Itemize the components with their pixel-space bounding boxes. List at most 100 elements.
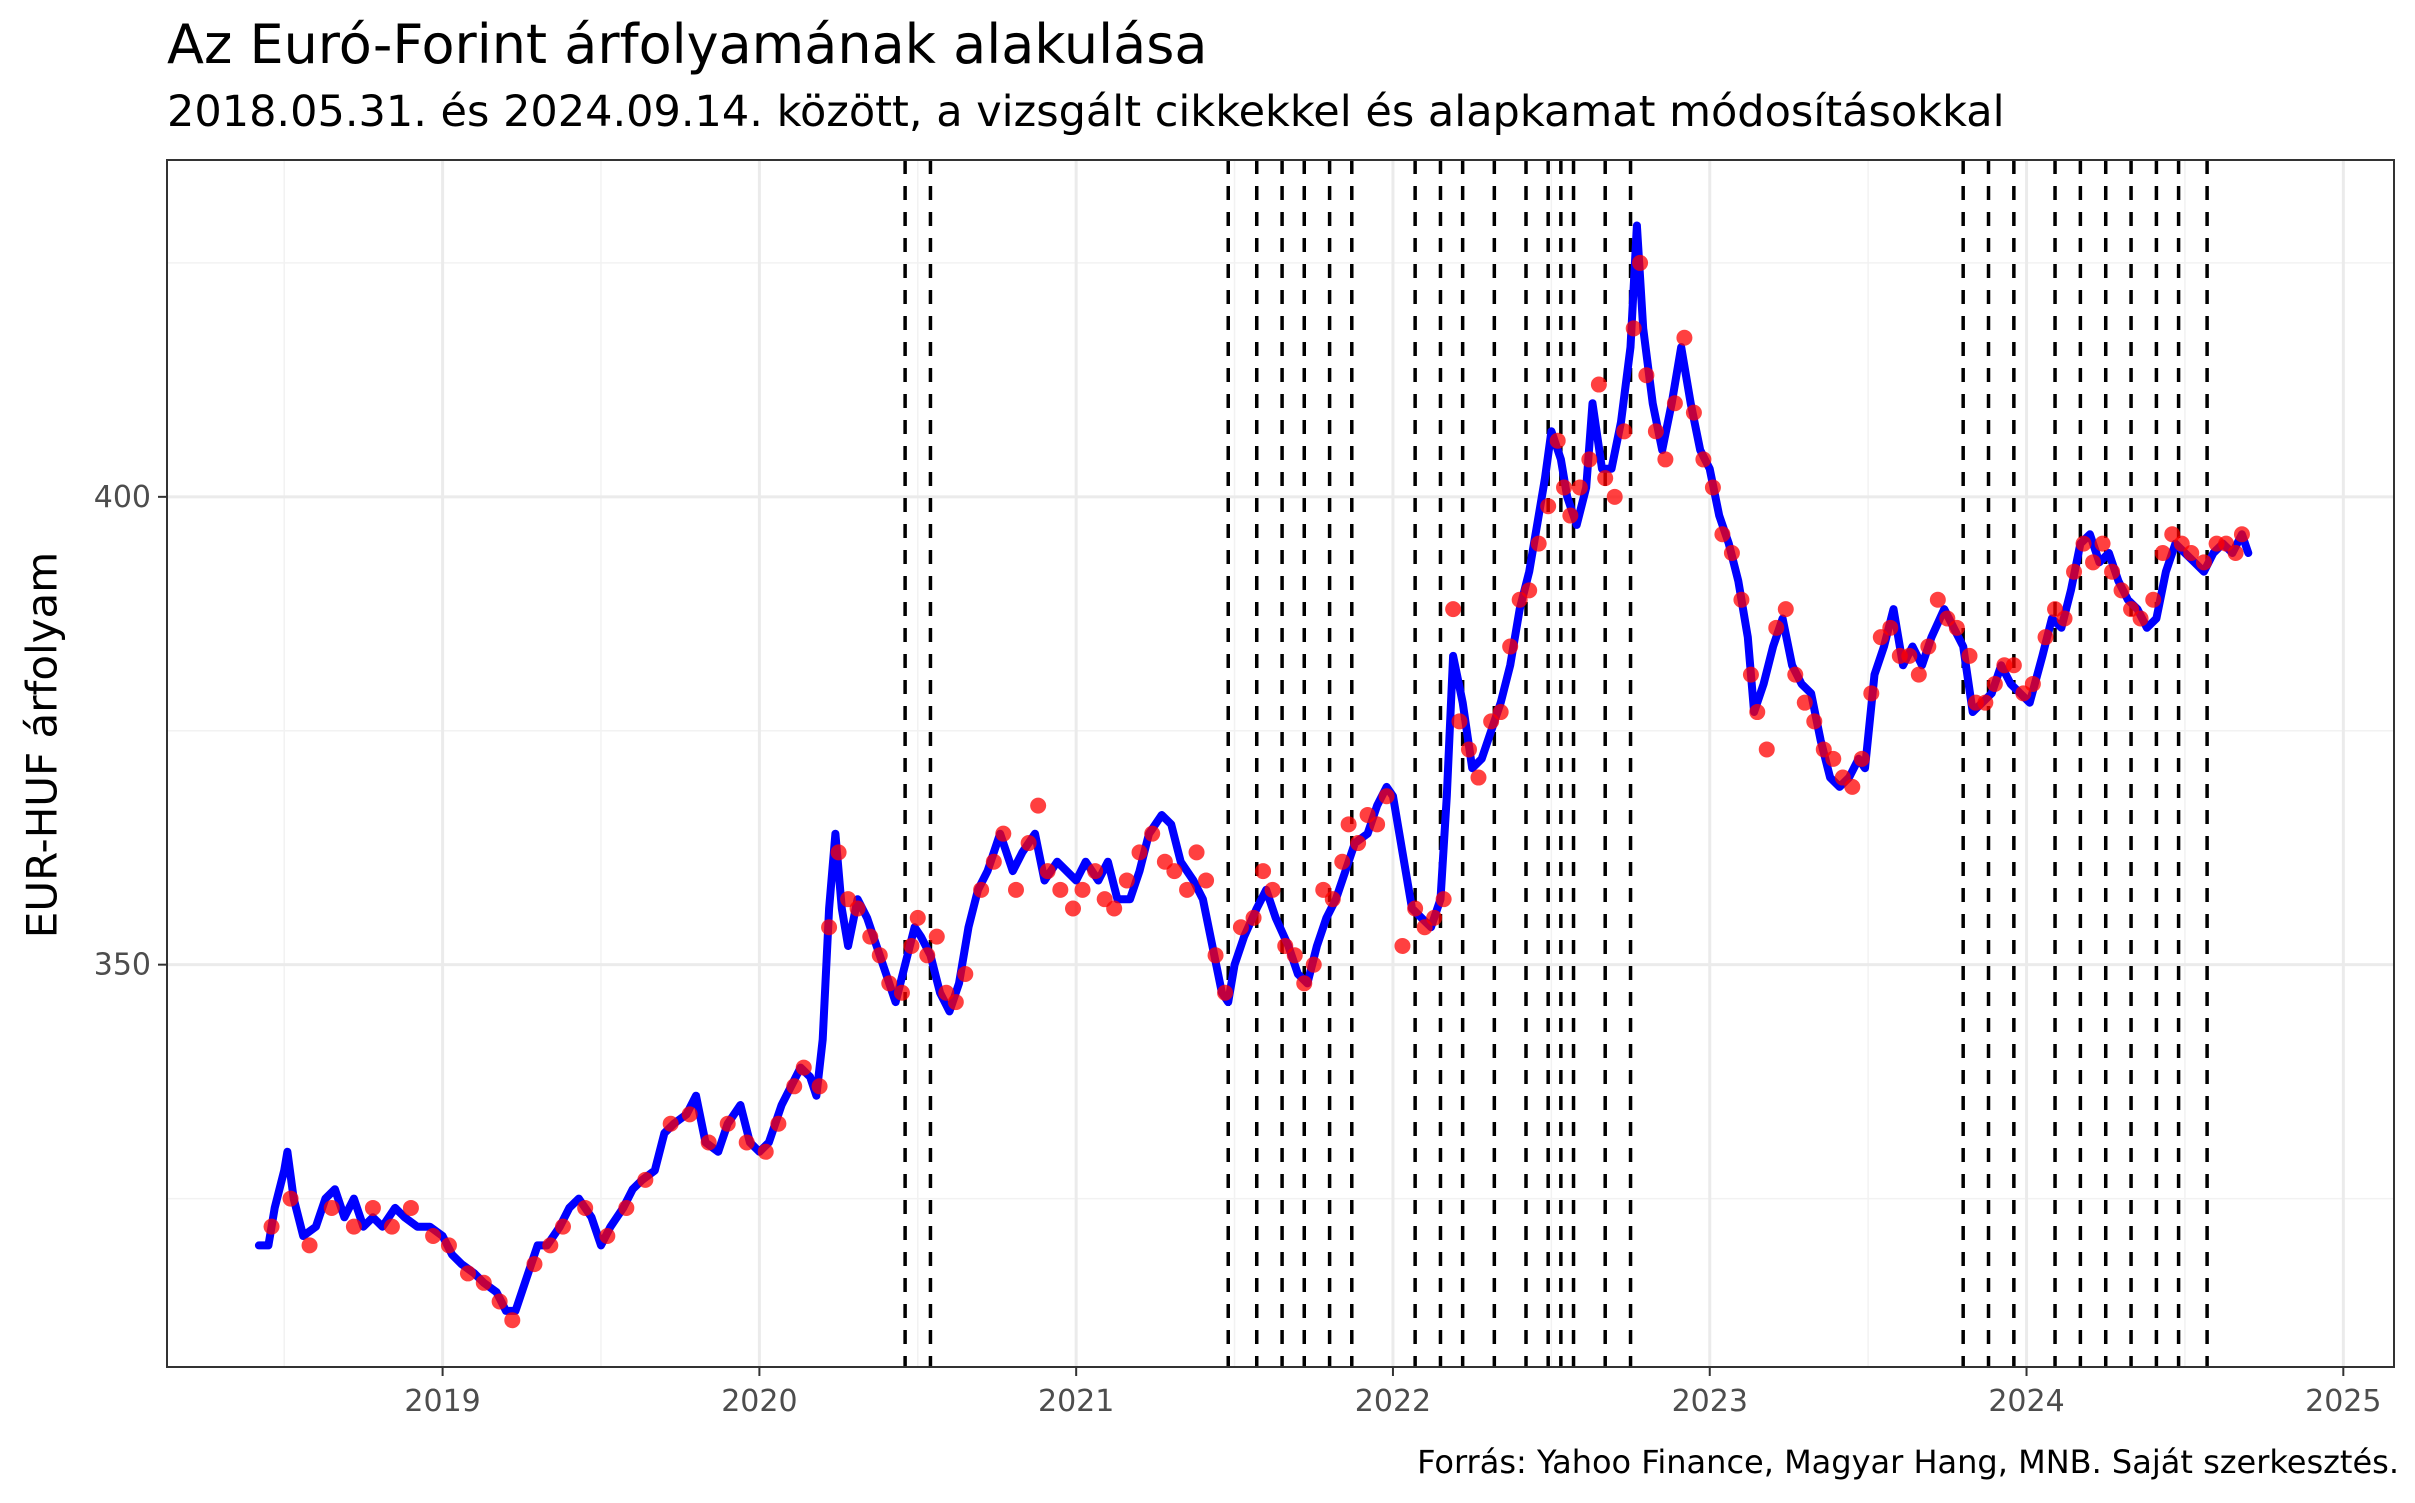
article-point [282,1190,299,1207]
article-point [1590,376,1607,393]
article-point [1350,835,1367,852]
article-point [830,844,847,861]
article-point [1426,909,1443,926]
article-point [2233,526,2250,543]
article-point [662,1115,679,1132]
article-point [1407,900,1424,917]
article-point [681,1106,698,1123]
article-point [1324,891,1341,908]
article-point [1245,909,1262,926]
x-tick-label: 2025 [2305,1384,2381,1419]
axes: 2019 2020 2021 2022 2023 2024 2025 350 400 [94,480,2382,1419]
article-point [821,919,838,936]
article-point [364,1199,381,1216]
article-point [1264,881,1281,898]
article-point [345,1218,362,1235]
article-point [862,928,879,945]
article-point [2056,610,2073,627]
article-point [1378,788,1395,805]
article-point [1556,479,1573,496]
chart-caption: Forrás: Yahoo Finance, Magyar Hang, MNB.… [1417,1443,2399,1481]
article-point [1007,881,1024,898]
article-point [1704,479,1721,496]
grid [167,160,2394,1367]
article-point [700,1134,717,1151]
article-point [459,1265,476,1282]
article-point [1723,544,1740,561]
article-point [719,1115,736,1132]
article-point [871,947,888,964]
article-point [1179,881,1196,898]
y-tick-label: 350 [94,948,151,983]
article-point [637,1171,654,1188]
article-point [795,1059,812,1076]
x-tick-label: 2019 [404,1384,480,1419]
article-point [1733,591,1750,608]
article-point [1685,404,1702,421]
article-point [1502,638,1519,655]
article-point [2195,554,2212,571]
article-point [849,900,866,917]
article-point [1492,704,1509,721]
article-point [1929,591,1946,608]
article-point [1549,432,1566,449]
article-point [1768,619,1785,636]
y-tick-label: 400 [94,480,151,515]
article-point [301,1237,318,1254]
article-point [1647,423,1664,440]
article-point [1052,881,1069,898]
article-point [2075,535,2092,552]
article-point [1198,872,1215,889]
article-point [1844,778,1861,795]
article-point [1451,713,1468,730]
plot-panel-border [166,159,2395,1368]
article-point [1825,750,1842,767]
article-point [957,966,974,983]
article-point [1714,526,1731,543]
article-point [1597,470,1614,487]
article-point [1255,863,1272,880]
article-point [1625,320,1642,337]
article-point [2227,544,2244,561]
article-point [2132,610,2149,627]
article-point [1882,619,1899,636]
article-point [1632,254,1649,271]
article-point [1144,825,1161,842]
article-point [1166,863,1183,880]
article-point [1305,956,1322,973]
article-point [1232,919,1249,936]
chart-title: Az Euró-Forint árfolyamának alakulása [167,13,1208,76]
article-point [1340,816,1357,833]
article-point [491,1293,508,1310]
article-point [903,937,920,954]
article-point [1977,694,1994,711]
article-point [2113,582,2130,599]
article-point [1571,479,1588,496]
article-point [1020,835,1037,852]
article-point [323,1199,340,1216]
article-point [786,1078,803,1095]
article-point [738,1134,755,1151]
article-point [1562,507,1579,524]
article-point [2094,535,2111,552]
article-point [2024,675,2041,692]
article-point [1961,647,1978,664]
article-point [440,1237,457,1254]
article-point [1948,619,1965,636]
article-point [947,994,964,1011]
x-tick-label: 2023 [1672,1384,1748,1419]
article-point [1188,844,1205,861]
x-tick-label: 2022 [1355,1384,1431,1419]
article-point [577,1199,594,1216]
article-point [599,1228,616,1245]
article-point [1217,984,1234,1001]
article-point [1657,451,1674,468]
x-tick-label: 2024 [1988,1384,2064,1419]
x-tick-label: 2021 [1038,1384,1114,1419]
article-point [1787,666,1804,683]
article-point [1065,900,1082,917]
article-point [1742,666,1759,683]
article-point [2085,554,2102,571]
article-point [928,928,945,945]
